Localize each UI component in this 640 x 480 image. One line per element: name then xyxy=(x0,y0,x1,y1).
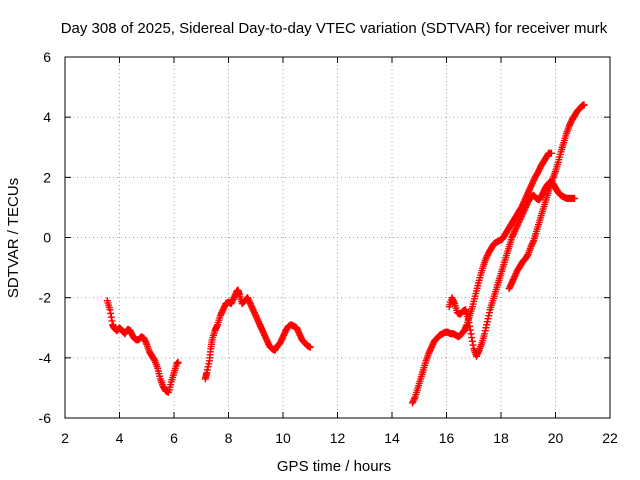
data-point xyxy=(571,194,579,202)
chart-title: Day 308 of 2025, Sidereal Day-to-day VTE… xyxy=(61,20,608,37)
y-tick-label: 4 xyxy=(43,109,51,125)
x-axis-label: GPS time / hours xyxy=(277,458,391,475)
x-tick-label: 10 xyxy=(275,430,291,446)
x-tick-label: 8 xyxy=(225,430,233,446)
series-arc-4 xyxy=(445,178,579,360)
y-tick-label: 6 xyxy=(43,49,51,65)
x-tick-label: 18 xyxy=(493,430,509,446)
x-tick-label: 4 xyxy=(116,430,124,446)
data-points xyxy=(103,101,588,407)
x-tick-label: 12 xyxy=(330,430,346,446)
y-tick-label: -4 xyxy=(39,350,52,366)
data-point xyxy=(547,149,555,157)
data-point xyxy=(580,101,588,109)
x-tick-label: 16 xyxy=(439,430,455,446)
data-point xyxy=(174,358,182,366)
x-tick-label: 6 xyxy=(170,430,178,446)
x-tick-label: 2 xyxy=(61,430,69,446)
data-point xyxy=(306,343,314,351)
y-tick-label: 0 xyxy=(43,230,51,246)
x-tick-label: 20 xyxy=(548,430,564,446)
series-arc-2 xyxy=(201,286,314,383)
x-tick-label: 14 xyxy=(384,430,400,446)
y-tick-label: -2 xyxy=(39,290,52,306)
y-tick-label: 2 xyxy=(43,169,51,185)
axis-ticks: 2 4 6 8 10 12 14 16 18 20 22 -6 -4 -2 0 2 4 6 xyxy=(39,49,618,446)
series-arc-3 xyxy=(408,149,555,407)
grid xyxy=(65,57,610,418)
y-tick-label: -6 xyxy=(39,410,52,426)
y-axis-label: SDTVAR / TECUs xyxy=(5,178,22,298)
series-arc-5 xyxy=(505,101,588,293)
plot-frame xyxy=(64,56,611,419)
series-arc-1 xyxy=(103,297,182,396)
x-tick-label: 22 xyxy=(602,430,618,446)
